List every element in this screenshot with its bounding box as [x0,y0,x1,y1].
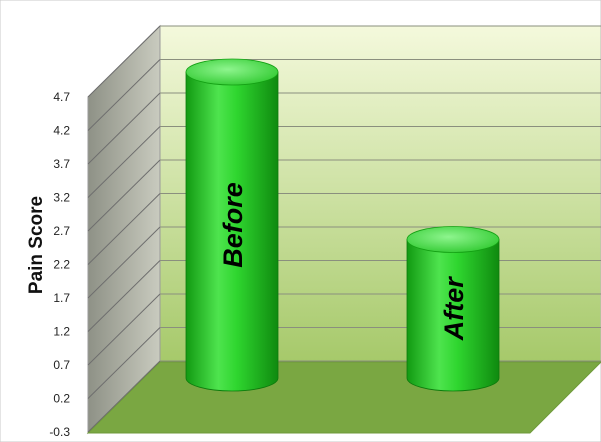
floor [86,361,601,434]
y-tick-label: 3.7 [53,157,70,171]
gridline-side [87,59,161,131]
y-tick-label: 0.2 [53,392,70,406]
gridline-side [87,360,161,433]
y-axis-title: Pain Score [26,196,47,294]
bar-label: Before [218,182,248,268]
gridline-side [87,92,161,165]
bar-after: After [406,226,500,392]
gridline-side [87,25,161,98]
bar-body [185,71,279,392]
y-tick-label: 1.7 [53,291,70,305]
y-tick-label: 3.2 [53,191,70,205]
gridline-side [87,159,161,232]
bar-label: After [439,276,469,341]
y-tick-label: 0.7 [53,358,70,372]
y-tick-label: 2.7 [53,224,70,238]
gridline-side [87,193,161,265]
y-axis-ticks: 4.7 4.2 3.7 3.2 2.7 2.2 1.7 1.2 0.7 0.2 -0.3 [49,90,70,439]
gridline-side [87,293,161,366]
gridline-side [87,126,161,198]
bars: Before After [185,58,500,392]
bar-cap [406,226,500,253]
bar-before: Before [185,58,279,392]
plot-walls [86,24,601,435]
y-tick-label: 4.7 [53,90,70,104]
y-tick-label: 4.2 [53,124,70,138]
gridline-side [87,260,161,332]
y-tick-label: 2.2 [53,258,70,272]
y-tick-label: -0.3 [49,425,70,439]
bar-body [406,239,500,392]
bar-cap [185,58,279,86]
y-tick-label: 1.2 [53,325,70,339]
gridline-side [87,327,161,399]
gridline-side [87,226,161,299]
